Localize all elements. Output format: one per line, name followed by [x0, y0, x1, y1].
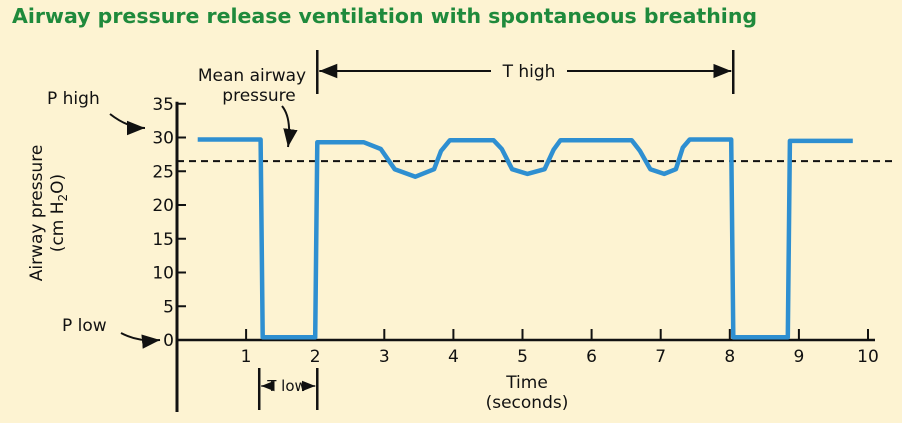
x-axis-label: Time — [505, 373, 548, 393]
x-tick-label: 7 — [655, 347, 666, 367]
series-line — [197, 137, 853, 340]
mean-airway-label-line1: Mean airway — [198, 66, 306, 86]
chart-title: Airway pressure release ventilation with… — [12, 4, 758, 28]
axes — [175, 101, 875, 412]
x-tick-label: 10 — [857, 347, 879, 367]
mean-airway-label-line2: pressure — [222, 86, 295, 106]
p-low-arrow — [120, 332, 161, 349]
x-tick-label: 8 — [724, 347, 735, 367]
p-high-label: P high — [47, 89, 100, 109]
y-tick-label: 20 — [152, 196, 174, 216]
x-tick-label: 2 — [310, 347, 321, 367]
y-tick-label: 25 — [152, 162, 174, 182]
y-tick-label: 35 — [152, 95, 174, 115]
x-tick-label: 3 — [379, 347, 390, 367]
y-tick-label: 0 — [163, 331, 174, 351]
y-axis-unit-part: O) — [48, 174, 68, 194]
x-tick-label: 9 — [793, 347, 804, 367]
p-low-label: P low — [62, 316, 107, 336]
t-low-label: T low — [266, 377, 307, 395]
mean-airway-arrow — [281, 105, 298, 148]
x-tick-label: 6 — [586, 347, 597, 367]
y-axis-unit-part: 2 — [56, 194, 70, 202]
t-high-label: T high — [502, 62, 556, 82]
y-tick-label: 30 — [152, 129, 174, 149]
y-axis-unit-part: (cm H — [48, 201, 68, 252]
y-tick-label: 15 — [152, 230, 174, 250]
x-axis-unit: (seconds) — [486, 393, 569, 413]
x-tick-label: 5 — [517, 347, 528, 367]
y-tick-label: 5 — [163, 297, 174, 317]
x-tick-label: 1 — [241, 347, 252, 367]
ticks: 0 5 10 15 20 25 30 35 1 2 3 4 5 6 7 8 9 10 — [152, 95, 878, 367]
y-axis-unit: (cm H2O) — [48, 174, 70, 252]
x-tick-label: 4 — [448, 347, 459, 367]
p-high-arrow — [109, 113, 146, 136]
y-tick-label: 10 — [152, 264, 174, 284]
y-axis-label: Airway pressure — [27, 145, 47, 282]
